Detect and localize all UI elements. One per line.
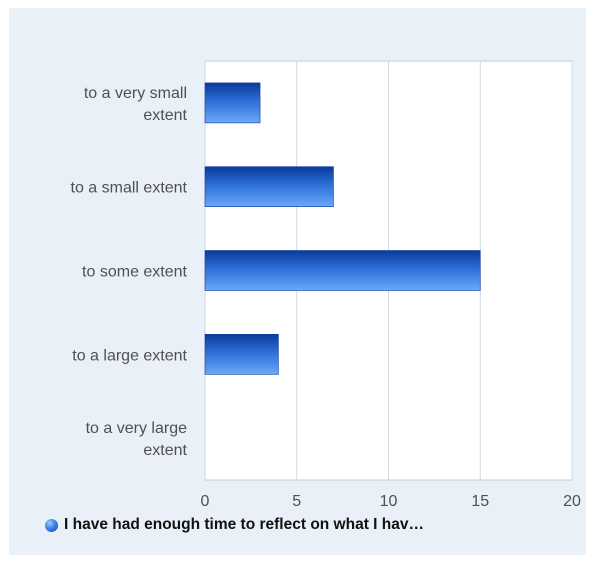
x-tick-label: 15: [471, 493, 489, 510]
legend-label: I have had enough time to reflect on wha…: [64, 516, 424, 533]
y-category-label: to a large extent: [72, 347, 187, 364]
x-tick-label: 10: [380, 493, 398, 510]
bar: [204, 333, 279, 375]
x-tick-label: 20: [563, 493, 581, 510]
legend: I have had enough time to reflect on wha…: [45, 514, 585, 536]
bar: [204, 166, 334, 207]
bar: [204, 250, 481, 291]
x-tick-label: 5: [292, 493, 301, 510]
legend-marker-icon: [45, 518, 58, 532]
y-category-label: to a small extent: [71, 180, 188, 197]
y-category-label: to some extent: [82, 264, 188, 281]
bar: [204, 82, 261, 124]
y-category-label: to a very small: [84, 85, 187, 102]
x-tick-label: 0: [201, 493, 210, 510]
y-category-label: extent: [143, 442, 187, 459]
y-category-label: to a very large: [86, 420, 187, 437]
y-category-label: extent: [143, 107, 187, 124]
